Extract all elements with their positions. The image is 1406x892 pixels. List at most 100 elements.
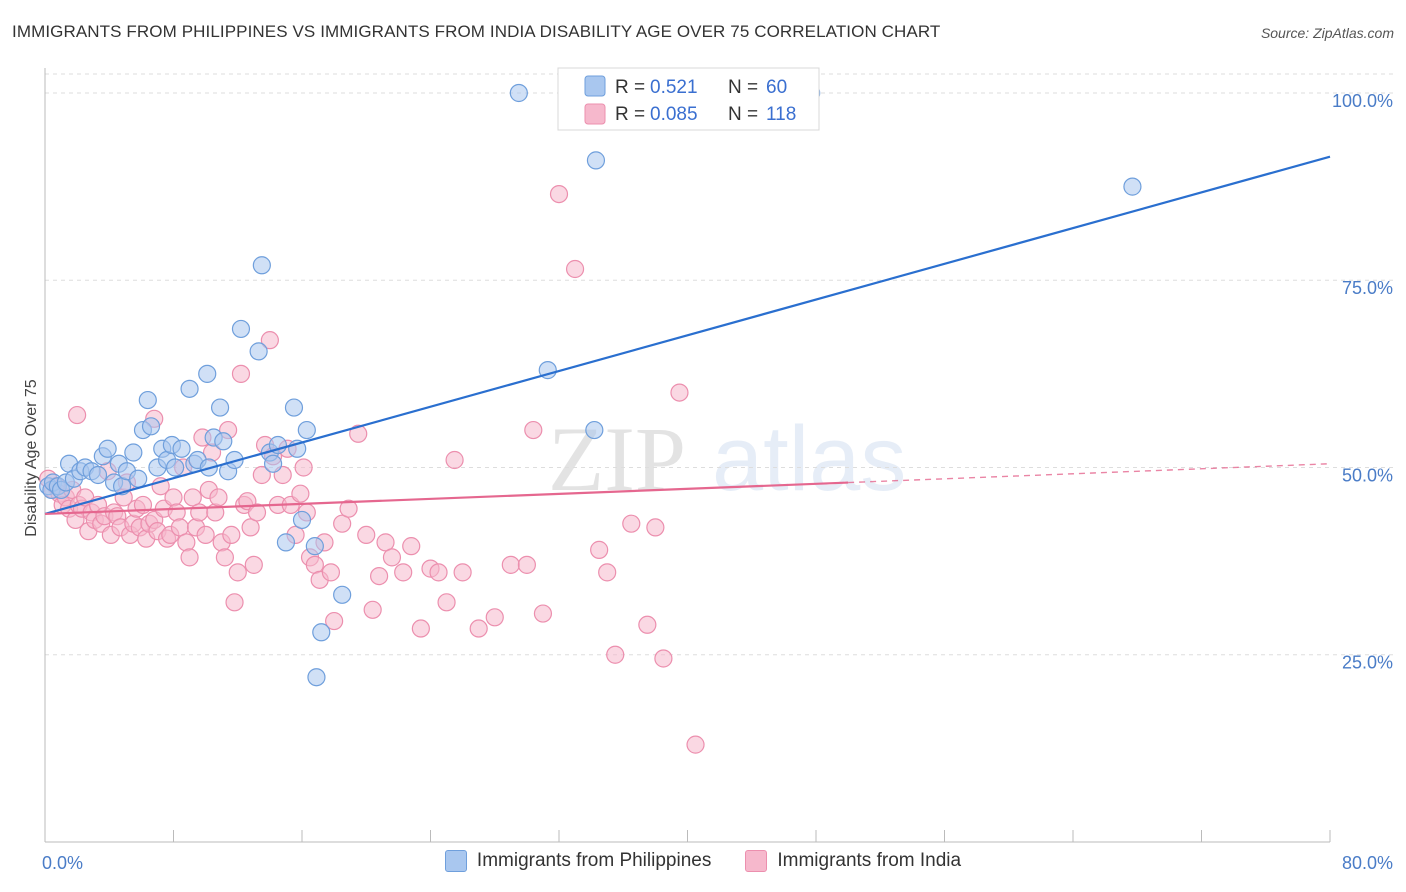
india-point [382,548,402,567]
india-point [215,548,234,567]
india-point [394,563,413,582]
legend-n-philippines: 60 [766,77,787,98]
philippines-point [198,364,217,383]
india-point [196,525,215,545]
watermark-zip: ZIP [548,408,686,510]
india-point [485,608,504,627]
india-point [294,458,313,477]
india-point [252,465,271,485]
india-point [349,424,368,443]
legend-swatch-india [745,850,768,872]
philippines-point [129,469,148,488]
india-point [469,619,488,638]
philippines-point [312,623,331,642]
india-point [291,484,310,503]
india-trend-line-extension [848,463,1331,484]
philippines-point [305,537,324,556]
india-point [339,499,358,518]
india-point [524,420,543,440]
india-point [654,649,673,668]
india-point [606,645,625,664]
bottom-legend-item-philippines: Immigrants from Philippines [444,850,712,872]
india-point [363,600,382,619]
philippines-point [210,398,230,417]
legend-swatch-india [584,103,606,125]
y-tick-label: 100.0% [1332,91,1393,111]
india-point [209,488,228,507]
philippines-point [276,533,296,552]
india-point [247,503,267,522]
y-tick-label: 25.0% [1342,653,1393,673]
india-point [177,533,196,552]
bottom-legend-label-india: Immigrants from India [777,850,962,871]
legend-r-label: R = [615,77,645,98]
legend-swatch-philippines [584,75,606,97]
philippines-point [263,454,283,473]
india-point [445,450,464,470]
india-point [357,525,376,545]
india-point [590,540,609,559]
source-label: Source: ZipAtlas.com [1260,25,1394,41]
x-tick-label: 80.0% [1342,853,1393,873]
philippines-point [292,510,312,530]
india-point [333,514,352,533]
india-point [638,615,657,634]
india-trend-line [44,481,849,516]
philippines-point [141,417,161,436]
india-point [305,555,324,574]
india-point [244,555,263,574]
india-point [190,503,209,522]
philippines-point [1123,177,1142,196]
x-tick-label: 0.0% [42,853,83,873]
india-point [411,619,430,638]
y-axis-label: Disability Age Over 75 [23,379,40,537]
india-point [565,259,585,279]
philippines-point [333,585,352,604]
philippines-point [585,420,604,440]
watermark-atlas: atlas [712,408,906,510]
legend-n-india: 118 [766,104,796,125]
india-point [241,518,260,537]
india-point [517,555,536,574]
top-legend: R = 0.521 N = 60 R = 0.085 N = 118 [557,67,820,131]
india-point [321,563,341,582]
india-point [183,488,202,507]
bottom-legend-item-india: Immigrants from India [745,850,961,872]
philippines-point [297,420,316,440]
india-point [260,331,279,350]
india-point [533,604,553,623]
philippines-point [249,342,268,361]
india-point [222,525,241,545]
india-point [429,563,448,582]
philippines-points [39,83,1142,687]
india-point [228,563,247,582]
watermark: ZIP atlas [548,408,906,510]
india-point [164,488,183,507]
legend-swatch-philippines [444,850,467,872]
india-point [225,593,244,612]
india-point [376,533,395,552]
india-point [167,503,186,522]
india-point [622,514,641,533]
india-point [598,563,617,582]
philippines-point [124,443,143,462]
india-point [549,184,569,204]
legend-r-india: 0.085 [650,104,698,125]
india-point [68,405,87,425]
bottom-legend-label-philippines: Immigrants from Philippines [476,850,712,871]
india-point [370,566,389,586]
india-point [180,548,199,567]
philippines-trend-line [44,155,1331,515]
philippines-point [166,458,185,477]
philippines-point [214,432,233,451]
philippines-point [231,319,251,339]
y-tick-label: 75.0% [1342,278,1393,298]
bottom-legend: Immigrants from Philippines Immigrants f… [0,850,1406,872]
philippines-point [252,256,271,275]
india-point [325,611,344,631]
india-point [501,555,520,574]
philippines-point [138,390,157,410]
legend-n-label: N = [728,77,758,98]
trend-lines [44,155,1331,516]
india-point [402,537,421,556]
